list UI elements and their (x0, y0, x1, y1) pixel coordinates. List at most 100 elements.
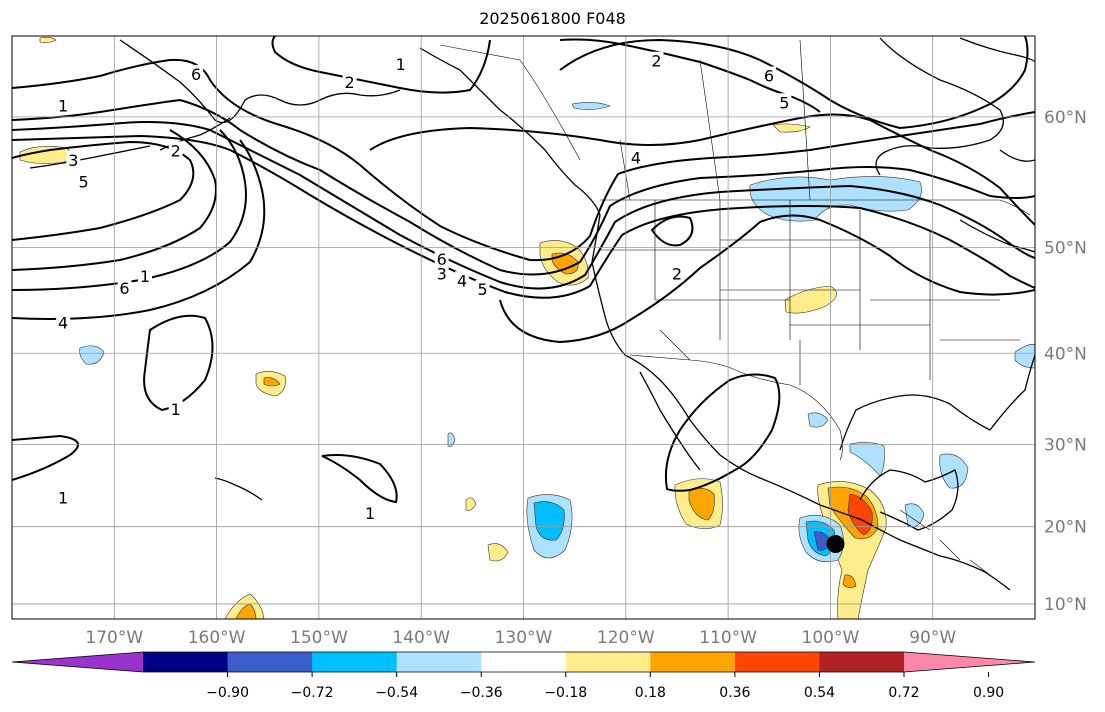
contour-label-bg (434, 264, 449, 282)
colorbar-segment (819, 652, 905, 672)
contour-label: 2 (171, 141, 181, 160)
shade-negative-region (1014, 344, 1035, 369)
contour-label: 1 (365, 504, 375, 523)
colorbar-segment (734, 652, 820, 672)
colorbar-segment (396, 652, 482, 672)
colorbar-segment (143, 652, 229, 672)
contour-label: 2 (672, 265, 682, 284)
latitude-tick-label: 20°N (1044, 518, 1087, 538)
contour-line (12, 58, 1035, 262)
political-borders (439, 39, 1031, 576)
alaska-border (439, 44, 581, 161)
coastline-hudson (875, 37, 1004, 176)
contour-lines (12, 36, 1035, 504)
contour-label: 1 (396, 55, 406, 74)
coastline-north-america (419, 47, 1011, 591)
contour-label-bg (56, 96, 71, 114)
contour-label: 1 (140, 267, 150, 286)
contour-line (143, 314, 214, 412)
colorbar: −0.90 −0.72 −0.54 −0.36 −0.18 0.18 0.36 0.54 0.7… (11, 651, 1036, 701)
colorbar-tick-label: −0.72 (291, 685, 334, 701)
coastline-labrador (959, 37, 1035, 253)
colorbar-segment (481, 652, 567, 672)
contour-label-bg (649, 51, 664, 69)
longitude-tick-labels: 170°W 160°W 150°W 140°W 130°W 120°W 110°W 100°W… (85, 628, 956, 648)
contour-label: 1 (58, 96, 68, 115)
contour-line (12, 98, 1035, 276)
contour-label: 2 (651, 52, 661, 71)
latitude-tick-label: 60°N (1044, 108, 1087, 128)
contour-label-bg (669, 264, 684, 282)
longitude-tick-label: 100°W (802, 628, 860, 648)
contour-label: 3 (68, 151, 78, 170)
map-frame (11, 35, 1036, 620)
contour-line (321, 454, 398, 504)
contour-label-bg (117, 278, 132, 296)
contour-line (12, 121, 1035, 290)
gridlines (12, 36, 1035, 619)
contour-label-bg (777, 93, 792, 111)
contour-label-bg (189, 64, 204, 82)
latitude-tick-label: 10°N (1044, 595, 1087, 615)
state-lines (600, 39, 1020, 385)
colorbar-tick-label: −0.54 (375, 685, 418, 701)
contour-line (12, 129, 217, 271)
us-canada-border (600, 199, 1031, 216)
latitude-tick-label: 30°N (1044, 435, 1087, 455)
contour-label: 5 (79, 172, 89, 191)
shade-negative-region (447, 432, 456, 447)
longitude-tick-label: 170°W (85, 628, 143, 648)
colorbar-tick-label: 0.72 (888, 685, 919, 701)
contour-label: 1 (58, 489, 68, 508)
longitude-tick-label: 90°W (909, 628, 956, 648)
colorbar-tick-label: −0.36 (460, 685, 503, 701)
contour-label-bg (434, 250, 449, 268)
contour-label: 5 (779, 93, 789, 112)
shade-positive-region (465, 497, 477, 511)
shade-negative-region (849, 442, 885, 477)
coastline-islands (29, 145, 263, 501)
contour-label: 6 (191, 65, 201, 84)
contour-label-bg (762, 66, 777, 84)
contour-label-bg (342, 72, 357, 90)
contour-label-bg (455, 271, 470, 289)
contour-line (12, 140, 195, 241)
colorbar-tick-label: 0.36 (719, 685, 750, 701)
us-mexico-border (629, 354, 843, 461)
longitude-tick-label: 150°W (290, 628, 348, 648)
longitude-tick-label: 140°W (392, 628, 450, 648)
longitude-tick-label: 120°W (597, 628, 655, 648)
contour-label-bg (137, 266, 152, 284)
colorbar-tick-label: −0.18 (544, 685, 587, 701)
colorbar-extend-low (12, 652, 143, 672)
colorbar-outline (11, 651, 1036, 673)
colorbar-tick-label: 0.54 (804, 685, 835, 701)
contour-label: 1 (171, 400, 181, 419)
location-marker (826, 535, 845, 554)
contour-label-bg (76, 172, 91, 190)
contour-line (650, 215, 694, 247)
contour-label: 4 (631, 148, 641, 167)
contour-line (559, 36, 1029, 130)
shade-negative-region (571, 102, 611, 110)
contour-line (499, 214, 1035, 344)
contour-label: 6 (764, 67, 774, 86)
contour-label-bg (168, 141, 183, 159)
contour-line (12, 139, 266, 320)
coastline-yucatan (859, 469, 959, 531)
contour-label: 6 (119, 279, 129, 298)
longitude-tick-label: 110°W (699, 628, 757, 648)
coastline-baja (639, 371, 701, 471)
contour-label-bg (475, 279, 490, 297)
coastlines (29, 37, 1035, 591)
colorbar-tick-label: 0.18 (635, 685, 666, 701)
colorbar-segment (650, 652, 736, 672)
contour-label-bg (168, 400, 183, 418)
shade-positive-region (39, 37, 57, 43)
contour-label: 2 (344, 73, 354, 92)
contour-line (12, 129, 247, 291)
contour-label: 5 (477, 280, 487, 299)
contour-line (12, 434, 79, 481)
latitude-tick-label: 50°N (1044, 239, 1087, 259)
